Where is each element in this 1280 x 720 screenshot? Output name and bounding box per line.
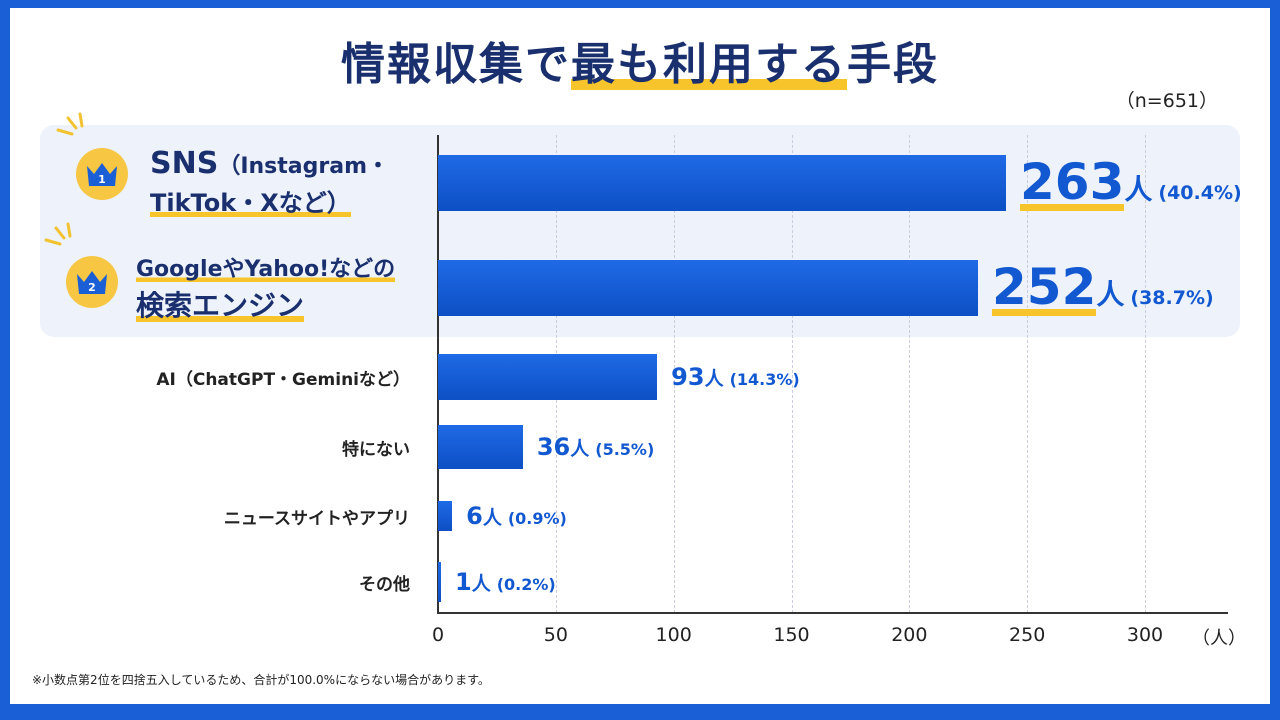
value-percent: (38.7%): [1130, 287, 1214, 309]
value-number: 252: [992, 258, 1097, 316]
sample-size: （n=651）: [1115, 90, 1218, 112]
title-part: 情報収集で: [341, 39, 571, 90]
value-percent: (14.3%): [729, 370, 800, 389]
gridline: [791, 135, 793, 613]
category-label-search: GoogleやYahoo!などの 検索エンジン: [136, 250, 396, 325]
category-label: 特にない: [342, 440, 410, 460]
value-unit: 人: [471, 573, 491, 595]
category-label: その他: [359, 575, 410, 595]
title-part: 手段: [847, 39, 939, 90]
value-label: 263人 (40.4%): [1020, 153, 1242, 211]
x-tick-label: 50: [543, 624, 568, 646]
x-tick-label: 250: [1009, 624, 1046, 646]
bar: [438, 501, 453, 531]
value-percent: (0.2%): [496, 575, 556, 594]
bar: [438, 425, 523, 469]
gridline: [909, 135, 911, 613]
label-search-2: 検索エンジン: [136, 289, 305, 322]
value-percent: (40.4%): [1158, 182, 1242, 204]
category-label-sns: SNS（Instagram・ TikTok・Xなど）: [150, 146, 389, 221]
gridline: [1027, 135, 1029, 613]
x-axis-unit: （人）: [1192, 628, 1246, 649]
category-label: AI（ChatGPT・Geminiなど）: [156, 370, 410, 390]
value-number: 36: [536, 433, 571, 461]
value-label: 36人 (5.5%): [537, 433, 654, 461]
bar: [438, 260, 978, 316]
value-unit: 人: [482, 507, 502, 529]
crown-rank-2-icon: 2: [66, 256, 118, 308]
rank-number: 1: [98, 173, 106, 186]
x-tick-label: 150: [773, 624, 810, 646]
x-axis: [437, 612, 1228, 614]
x-tick-label: 200: [891, 624, 928, 646]
label-search-1: GoogleやYahoo!などの: [136, 257, 396, 282]
value-percent: (5.5%): [595, 440, 655, 459]
value-number: 1: [455, 568, 472, 596]
value-percent: (0.9%): [507, 509, 567, 528]
bar: [438, 562, 441, 602]
crown-rank-1-icon: 1: [76, 148, 128, 200]
x-tick-label: 300: [1126, 624, 1164, 646]
sparkle-icon: [44, 222, 72, 246]
value-number: 263: [1020, 153, 1125, 211]
value-unit: 人: [1096, 278, 1125, 311]
gridline: [1145, 135, 1146, 613]
chart-title: 情報収集で最も利用する手段: [0, 28, 1280, 92]
sparkle-icon: [56, 112, 84, 136]
value-unit: 人: [570, 438, 590, 460]
title-highlight: 最も利用する: [571, 39, 847, 90]
label-sns-detail: （Instagram・: [218, 154, 390, 179]
value-number: 93: [671, 363, 705, 391]
value-number: 6: [466, 502, 483, 530]
value-label: 1人 (0.2%): [455, 568, 556, 596]
label-sns: SNS: [150, 146, 219, 181]
bar: [438, 155, 1006, 211]
rank-number: 2: [88, 281, 96, 294]
gridline: [673, 135, 675, 613]
value-label: 93人 (14.3%): [671, 363, 800, 391]
bar: [438, 354, 658, 400]
footnote: ※小数点第2位を四捨五入しているため、合計が100.0%にならない場合があります…: [32, 673, 490, 687]
category-label: ニュースサイトやアプリ: [223, 509, 410, 529]
value-unit: 人: [1124, 173, 1153, 206]
value-label: 6人 (0.9%): [466, 502, 567, 530]
label-sns-detail-2: TikTok・Xなど）: [150, 189, 351, 217]
value-label: 252人 (38.7%): [992, 258, 1214, 316]
value-unit: 人: [704, 368, 724, 390]
x-tick-label: 100: [655, 624, 692, 646]
x-tick-label: 0: [431, 624, 445, 646]
